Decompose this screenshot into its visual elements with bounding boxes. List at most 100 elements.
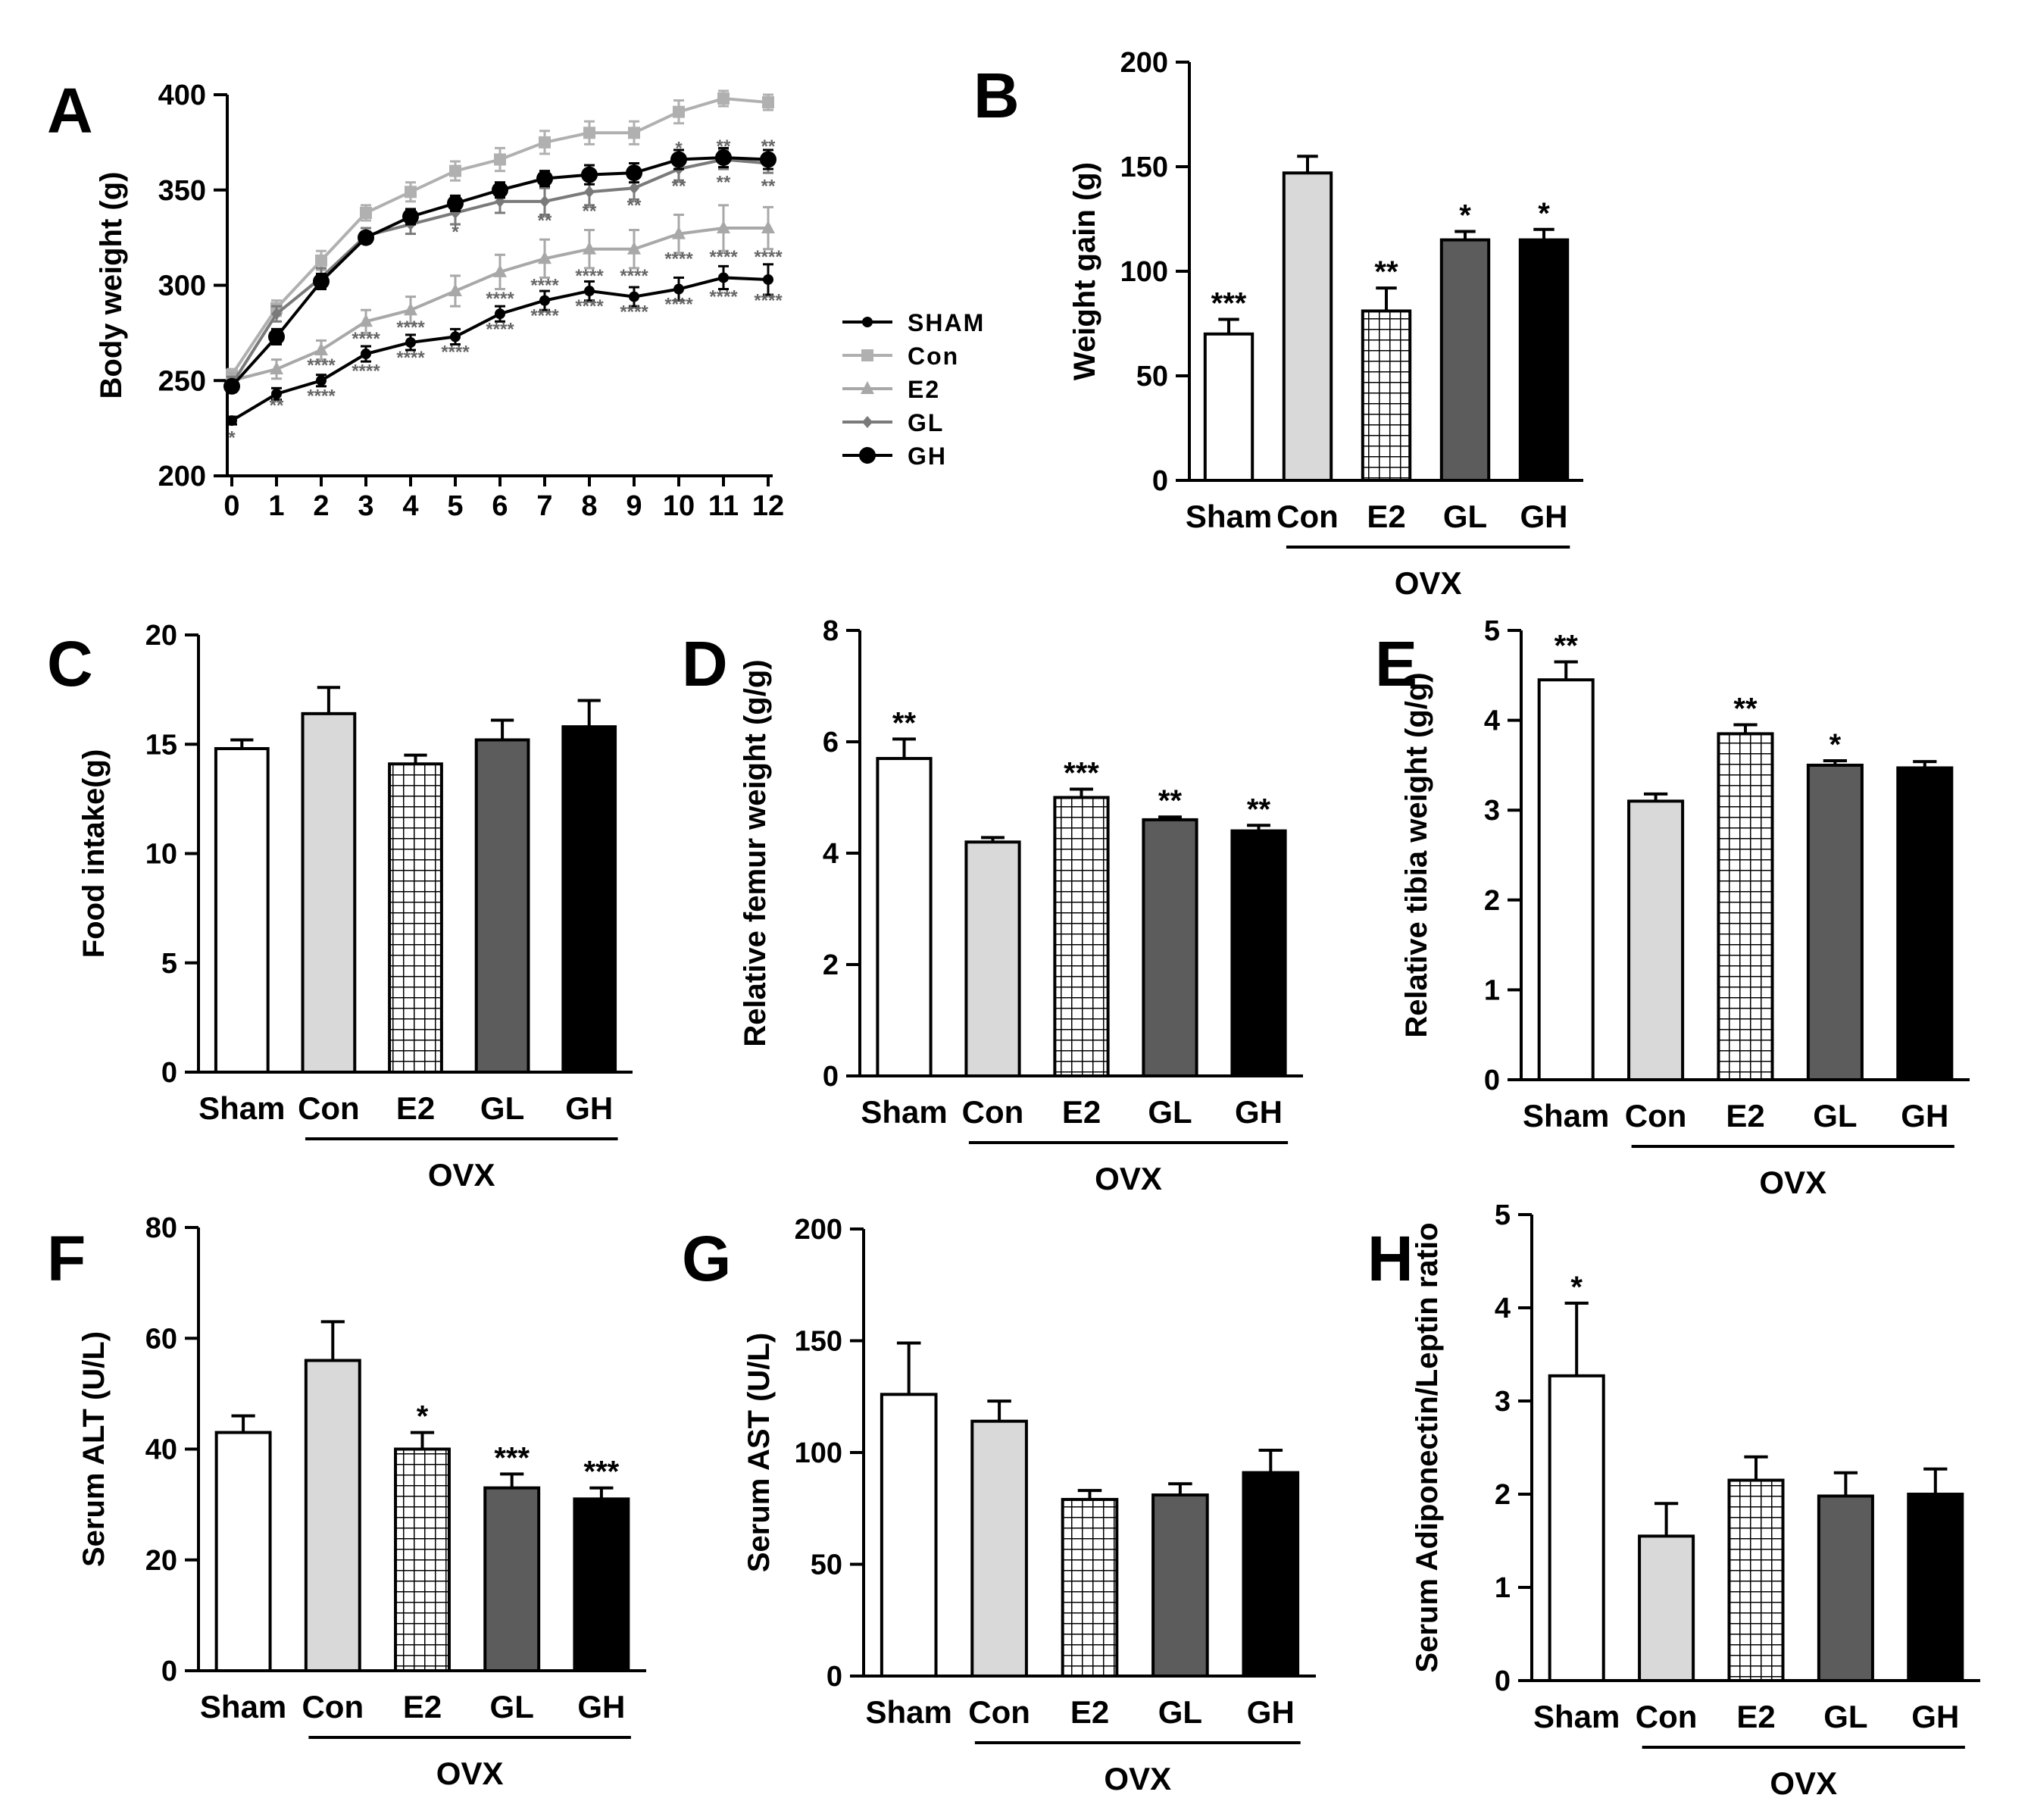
data-point (359, 314, 373, 327)
legend-item-gh: GH (842, 442, 947, 470)
y-tick-label: 250 (158, 365, 206, 397)
legend-marker (862, 416, 873, 428)
y-tick-label: 150 (1120, 152, 1168, 183)
x-tick-label: GL (1813, 1098, 1857, 1134)
x-tick-label: GH (577, 1689, 625, 1725)
x-tick-label: Sham (200, 1689, 286, 1725)
group-label: OVX (1759, 1165, 1826, 1200)
bar-e2 (1361, 309, 1412, 482)
significance-label: ** (892, 706, 917, 740)
x-tick-label: Sham (861, 1094, 947, 1130)
bar-gl (1806, 763, 1864, 1082)
bar-con (1638, 1534, 1695, 1682)
x-tick-label: 5 (447, 490, 463, 522)
y-tick-label: 10 (145, 839, 177, 871)
significance-label: *** (1064, 756, 1099, 790)
x-tick-label: 4 (402, 490, 418, 522)
data-point (717, 92, 730, 105)
x-tick-label: GL (1443, 499, 1487, 534)
bar-gl (1439, 238, 1491, 482)
significance-label: **** (754, 247, 783, 267)
significance-label: **** (530, 276, 559, 296)
x-tick-label: Con (1276, 499, 1339, 534)
x-tick-label: 1 (268, 490, 284, 522)
x-tick-label: Sham (198, 1090, 285, 1126)
significance-label: **** (307, 355, 336, 376)
bar-sham (1537, 678, 1595, 1081)
group-label: OVX (436, 1756, 504, 1791)
data-point (315, 254, 327, 267)
data-point (268, 328, 285, 346)
y-tick-label: 200 (1120, 47, 1168, 79)
significance-label: **** (530, 306, 559, 327)
group-label: OVX (1770, 1765, 1837, 1801)
significance-label: *** (1211, 286, 1247, 320)
legend-label: E2 (908, 376, 940, 403)
data-point (718, 272, 729, 283)
bar-e2 (1061, 1497, 1119, 1678)
data-point (672, 226, 686, 239)
x-tick-label: GL (1158, 1694, 1202, 1730)
significance-label: ** (1374, 255, 1398, 289)
data-point (493, 264, 507, 277)
group-label: OVX (1104, 1761, 1171, 1797)
data-point (358, 229, 374, 246)
bar-con (1627, 799, 1685, 1081)
y-axis-label: Food intake(g) (77, 749, 111, 958)
x-tick-label: E2 (1062, 1094, 1101, 1130)
y-tick-label: 6 (823, 727, 839, 758)
x-tick-label: GL (1148, 1094, 1192, 1130)
data-point (227, 415, 237, 427)
significance-label: ** (1247, 793, 1271, 826)
y-tick-label: 400 (158, 80, 206, 111)
bar-sham (214, 1431, 272, 1672)
significance-label: **** (664, 295, 693, 315)
y-axis-label: Serum AST (U/L) (742, 1333, 776, 1572)
significance-label: *** (494, 1441, 530, 1474)
y-tick-label: 80 (145, 1212, 177, 1244)
data-point (360, 206, 372, 219)
y-tick-label: 300 (158, 270, 206, 302)
legend-marker (861, 381, 874, 394)
y-tick-label: 60 (145, 1323, 177, 1355)
y-axis-label: Serum Adiponectin/Leptin ratio (1411, 1222, 1444, 1672)
panel-letter: C (47, 628, 93, 699)
x-tick-label: Con (968, 1694, 1030, 1730)
legend-item-gl: GL (842, 409, 942, 436)
data-point (314, 342, 328, 356)
bar-gl (1151, 1493, 1209, 1678)
panel-d: D 0 2 4 6 8 Relative femur weight (g/g) ** Sham C… (682, 615, 1303, 1196)
y-tick-label: 4 (823, 838, 839, 870)
data-point (361, 349, 371, 360)
y-tick-label: 1 (1484, 974, 1500, 1006)
significance-label: * (1570, 1271, 1583, 1304)
y-tick-label: 20 (145, 620, 177, 652)
legend-label: GH (908, 442, 947, 470)
x-tick-label: GL (490, 1689, 534, 1725)
significance-label: ** (1733, 693, 1758, 726)
y-tick-label: 0 (823, 1061, 839, 1093)
significance-label: ** (583, 201, 597, 221)
panel-f: F 0 20 40 60 80 Serum ALT (U/L) Sham Con * E2 *** GL… (47, 1212, 646, 1791)
x-tick-label: GH (1911, 1699, 1959, 1734)
y-tick-label: 150 (795, 1326, 842, 1358)
x-tick-label: E2 (1736, 1699, 1775, 1734)
data-point (581, 166, 598, 183)
x-tick-label: E2 (396, 1090, 435, 1126)
significance-label: **** (352, 329, 380, 349)
y-tick-label: 3 (1495, 1386, 1511, 1418)
data-point (402, 208, 419, 225)
x-tick-label: 7 (536, 490, 552, 522)
significance-label: **** (620, 302, 648, 323)
y-axis-label: Relative femur weight (g/g) (739, 659, 772, 1046)
significance-label: **** (664, 249, 693, 269)
y-tick-label: 5 (1495, 1199, 1511, 1231)
significance-label: * (452, 222, 459, 242)
y-axis-label: Body weight (g) (95, 172, 128, 399)
y-tick-label: 1 (1495, 1572, 1511, 1604)
y-tick-label: 4 (1484, 705, 1500, 737)
x-tick-label: 12 (752, 490, 784, 522)
data-point (761, 220, 775, 234)
x-tick-label: E2 (1367, 499, 1405, 534)
